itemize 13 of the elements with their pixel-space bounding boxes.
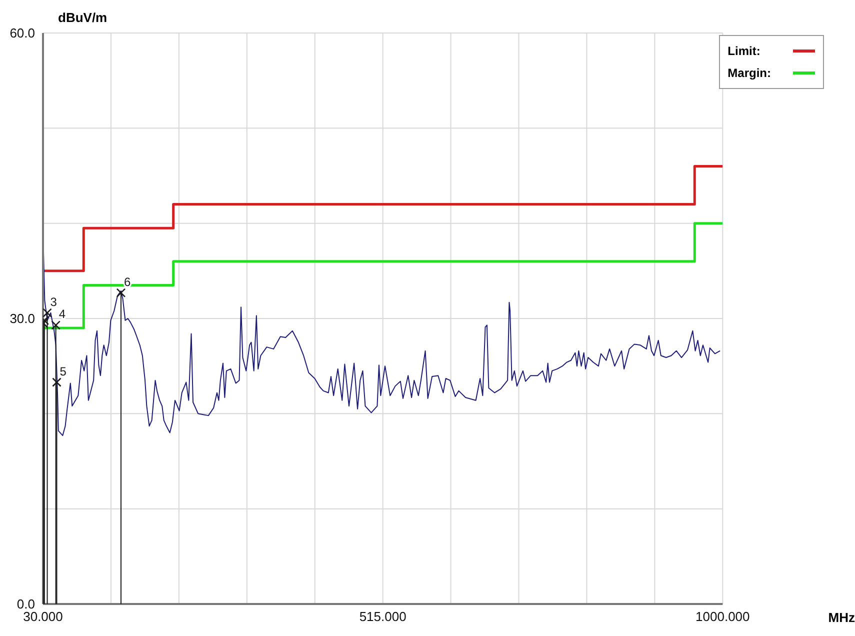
annotation: 3 [50,294,58,309]
x-tick-label: 1000.000 [696,609,750,624]
y-tick-label: 30.0 [10,311,35,326]
text: MHz [828,610,855,625]
legend-label: Margin: [728,65,771,82]
y-tick-label: 0.0 [16,596,35,612]
text: Limit: [728,43,760,60]
x-tick-label: 30.000 [23,609,63,624]
annotation: 5 [60,364,67,378]
y-tick-label: 60.0 [10,26,35,41]
y-axis-title: dBuV/m [58,10,108,25]
annotation: 4 [58,307,66,322]
x-tick-label: 515.000 [359,609,406,624]
